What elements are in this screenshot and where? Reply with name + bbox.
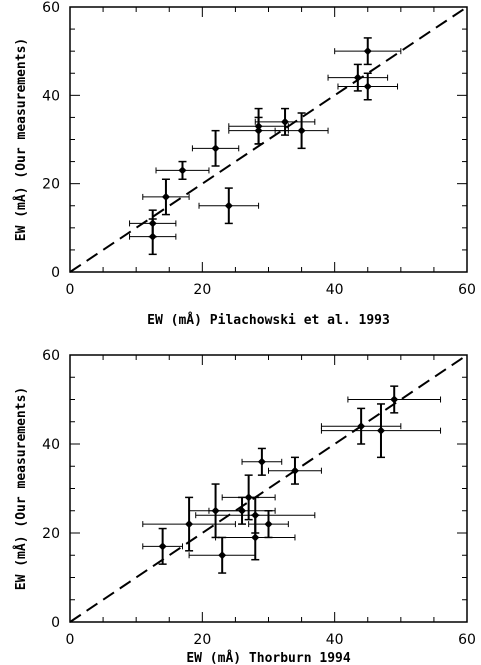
data-point	[142, 178, 190, 216]
y-tick-labels: 0 20 40 60	[42, 0, 60, 281]
point-marker	[161, 192, 170, 201]
point-marker	[257, 457, 266, 466]
data-point	[347, 385, 442, 414]
data-point	[198, 187, 260, 225]
x-tick-label: 20	[193, 632, 211, 648]
point-marker	[178, 166, 187, 175]
point-marker	[363, 47, 372, 56]
data-points	[129, 37, 402, 256]
data-point	[327, 63, 389, 92]
y-tick-label: 40	[42, 437, 60, 453]
x-axis-label: EW (mÅ) Thorburn 1994	[186, 650, 351, 665]
y-tick-labels: 0 20 40 60	[42, 348, 60, 631]
point-marker	[251, 533, 260, 542]
point-marker	[297, 126, 306, 135]
x-tick-label: 60	[458, 632, 476, 648]
point-marker	[264, 520, 273, 529]
y-tick-label: 0	[51, 615, 60, 631]
axis-ticks	[69, 354, 468, 623]
data-point	[142, 496, 236, 552]
point-marker	[281, 117, 290, 126]
reference-line-one-to-one	[69, 6, 468, 273]
y-axis-label: EW (mÅ) (Our measurements)	[13, 38, 29, 242]
data-point	[188, 536, 256, 574]
chart-panel-top: 0 20 40 60 0 20 40 60 EW (mÅ) Pilachowski et a…	[13, 0, 476, 328]
data-point	[142, 527, 183, 565]
point-marker	[390, 395, 399, 404]
y-tick-label: 0	[51, 265, 60, 281]
y-tick-label: 20	[42, 526, 60, 542]
point-marker	[376, 426, 385, 435]
data-point	[334, 37, 402, 66]
data-point	[191, 129, 240, 167]
data-point	[129, 218, 177, 256]
point-marker	[148, 232, 157, 241]
x-axis-label: EW (mÅ) Pilachowski et al. 1993	[147, 312, 390, 328]
y-tick-label: 60	[42, 0, 60, 16]
data-point	[208, 496, 276, 525]
x-tick-label: 0	[66, 282, 75, 298]
point-marker	[224, 201, 233, 210]
point-marker	[211, 144, 220, 153]
x-tick-labels: 0 20 40 60	[66, 632, 476, 648]
data-point	[320, 407, 402, 445]
point-marker	[363, 82, 372, 91]
x-tick-label: 60	[458, 282, 476, 298]
data-point	[221, 474, 276, 521]
point-marker	[185, 520, 194, 529]
axis-ticks	[69, 6, 468, 273]
data-point	[320, 403, 442, 459]
x-tick-label: 40	[326, 282, 344, 298]
chart-panel-bottom: 0 20 40 60 0 20 40 60 EW (mÅ) Thorburn 1994 EW…	[13, 348, 476, 665]
point-marker	[238, 506, 247, 515]
point-marker	[244, 493, 253, 502]
y-axis-label: EW (mÅ) (Our measurements)	[13, 387, 29, 591]
x-tick-labels: 0 20 40 60	[66, 282, 476, 298]
point-marker	[158, 542, 167, 551]
x-tick-label: 0	[66, 632, 75, 648]
data-point	[155, 160, 210, 180]
data-point	[337, 72, 399, 101]
x-tick-label: 20	[193, 282, 211, 298]
point-marker	[357, 422, 366, 431]
reference-line-one-to-one	[69, 354, 468, 623]
data-point	[268, 456, 322, 485]
point-marker	[353, 73, 362, 82]
data-point	[241, 447, 283, 476]
y-tick-label: 40	[42, 88, 60, 104]
x-tick-label: 40	[326, 632, 344, 648]
point-marker	[218, 551, 227, 560]
data-point	[274, 112, 329, 150]
point-marker	[290, 466, 299, 475]
point-marker	[254, 126, 263, 135]
data-points	[142, 385, 442, 574]
y-tick-label: 20	[42, 177, 60, 193]
y-tick-label: 60	[42, 348, 60, 364]
